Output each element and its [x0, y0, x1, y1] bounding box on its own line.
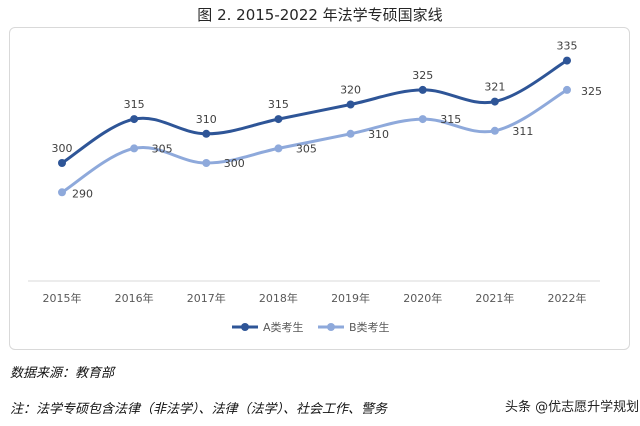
data-point — [346, 129, 355, 138]
data-point — [274, 115, 283, 124]
data-label: 310 — [368, 128, 389, 141]
legend-marker — [327, 323, 335, 331]
footnote: 注：法学专硕包含法律（非法学）、法律（法学）、社会工作、警务 — [10, 402, 388, 417]
data-label: 315 — [268, 98, 289, 111]
x-tick-label: 2020年 — [403, 291, 442, 305]
publisher-watermark: 头条 @优志愿升学规划 — [505, 400, 640, 415]
x-tick-label: 2016年 — [115, 291, 154, 305]
data-point — [490, 97, 499, 106]
data-label: 321 — [484, 81, 505, 94]
x-tick-label: 2021年 — [475, 291, 514, 305]
data-label: 325 — [581, 85, 602, 98]
data-point — [418, 115, 427, 124]
data-point — [202, 159, 211, 167]
data-label: 305 — [296, 142, 317, 155]
data-label: 315 — [124, 98, 145, 111]
data-label: 290 — [72, 187, 93, 200]
chart-title: 图 2. 2015-2022 年法学专硕国家线 — [197, 6, 443, 24]
data-point — [274, 144, 283, 153]
data-label: 335 — [557, 40, 578, 53]
data-point — [563, 85, 571, 94]
legend-label: B类考生 — [349, 320, 390, 334]
legend-marker — [241, 323, 249, 331]
data-point — [58, 188, 66, 197]
data-label: 300 — [52, 142, 73, 155]
data-point — [418, 85, 427, 94]
x-tick-label: 2017年 — [187, 291, 226, 305]
data-point — [58, 159, 66, 167]
data-label: 315 — [440, 113, 461, 126]
data-point — [130, 144, 139, 153]
data-label: 310 — [196, 113, 217, 126]
data-point — [346, 100, 355, 109]
data-point — [563, 56, 571, 65]
x-tick-label: 2018年 — [259, 291, 298, 305]
data-point — [490, 126, 499, 135]
data-label: 325 — [412, 69, 433, 82]
chart-frame — [9, 27, 630, 350]
data-label: 300 — [224, 157, 245, 170]
data-point — [130, 115, 139, 124]
data-label: 320 — [340, 84, 361, 97]
data-label: 305 — [152, 142, 173, 155]
x-tick-label: 2015年 — [43, 291, 82, 305]
data-label: 311 — [512, 125, 533, 138]
source-note: 数据来源：教育部 — [10, 366, 115, 381]
x-tick-label: 2019年 — [331, 291, 370, 305]
data-point — [202, 129, 211, 138]
x-tick-label: 2022年 — [548, 291, 587, 305]
legend-label: A类考生 — [263, 320, 304, 334]
